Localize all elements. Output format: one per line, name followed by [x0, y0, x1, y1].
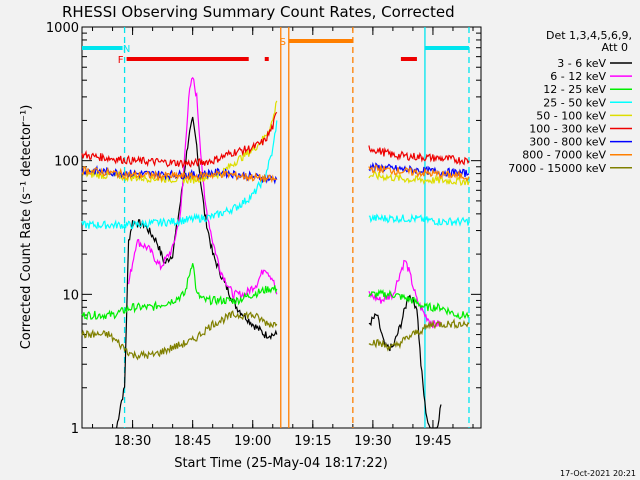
plot-area: 18:30 18:45 19:00 19:15 19:30 19:45 1 10 100 1000… [46, 21, 481, 449]
legend-label: 25 - 50 keV [543, 96, 606, 109]
legend-label: 100 - 300 keV [529, 123, 606, 136]
series-line [368, 170, 470, 187]
series-line [368, 161, 470, 178]
x-tick-label: 18:45 [174, 434, 211, 449]
series-line [368, 145, 470, 166]
flag-label: S [280, 37, 286, 48]
series-line [116, 116, 278, 429]
x-tick-label: 19:45 [414, 434, 451, 449]
flag-label: F [118, 55, 124, 66]
series-line [81, 310, 278, 361]
legend-header-line-1: Det 1,3,4,5,6,9, [546, 29, 632, 42]
series-line [368, 213, 470, 227]
legend-label: 50 - 100 keV [536, 109, 606, 122]
legend-label: 7000 - 15000 keV [508, 162, 606, 175]
legend-label: 300 - 800 keV [529, 136, 606, 149]
y-tick-label: 100 [54, 155, 79, 170]
x-axis-label: Start Time (25-May-04 18:17:22) [174, 456, 388, 471]
legend-label: 6 - 12 keV [550, 70, 606, 83]
legend-label: 3 - 6 keV [557, 57, 606, 70]
series-line [368, 288, 470, 320]
series-line [368, 294, 442, 429]
legend-label: 800 - 7000 keV [522, 149, 606, 162]
legend-label: 12 - 25 keV [543, 83, 606, 96]
plot-frame [81, 26, 482, 429]
y-tick-label: 1000 [46, 21, 79, 36]
timestamp: 17-Oct-2021 20:21 [560, 469, 636, 478]
y-tick-label: 10 [62, 288, 79, 303]
series-line [81, 120, 278, 230]
y-tick-label: 1 [71, 422, 79, 437]
series-line [368, 259, 442, 329]
x-tick-label: 19:30 [354, 434, 391, 449]
series-line [128, 76, 278, 301]
chart-title: RHESSI Observing Summary Count Rates, Co… [62, 3, 455, 21]
series-line [81, 263, 278, 321]
x-tick-label: 19:00 [234, 434, 271, 449]
flag-label: N [123, 44, 130, 55]
series-line [368, 163, 470, 182]
series-line [81, 111, 278, 169]
series-line [368, 318, 470, 352]
legend-header-line-2: Att 0 [602, 41, 628, 54]
series-line [81, 165, 278, 185]
x-tick-label: 18:30 [114, 434, 151, 449]
x-tick-label: 19:15 [294, 434, 331, 449]
y-axis-label: Corrected Count Rate (s⁻¹ detector⁻¹) [19, 105, 34, 350]
series-line [81, 166, 278, 184]
